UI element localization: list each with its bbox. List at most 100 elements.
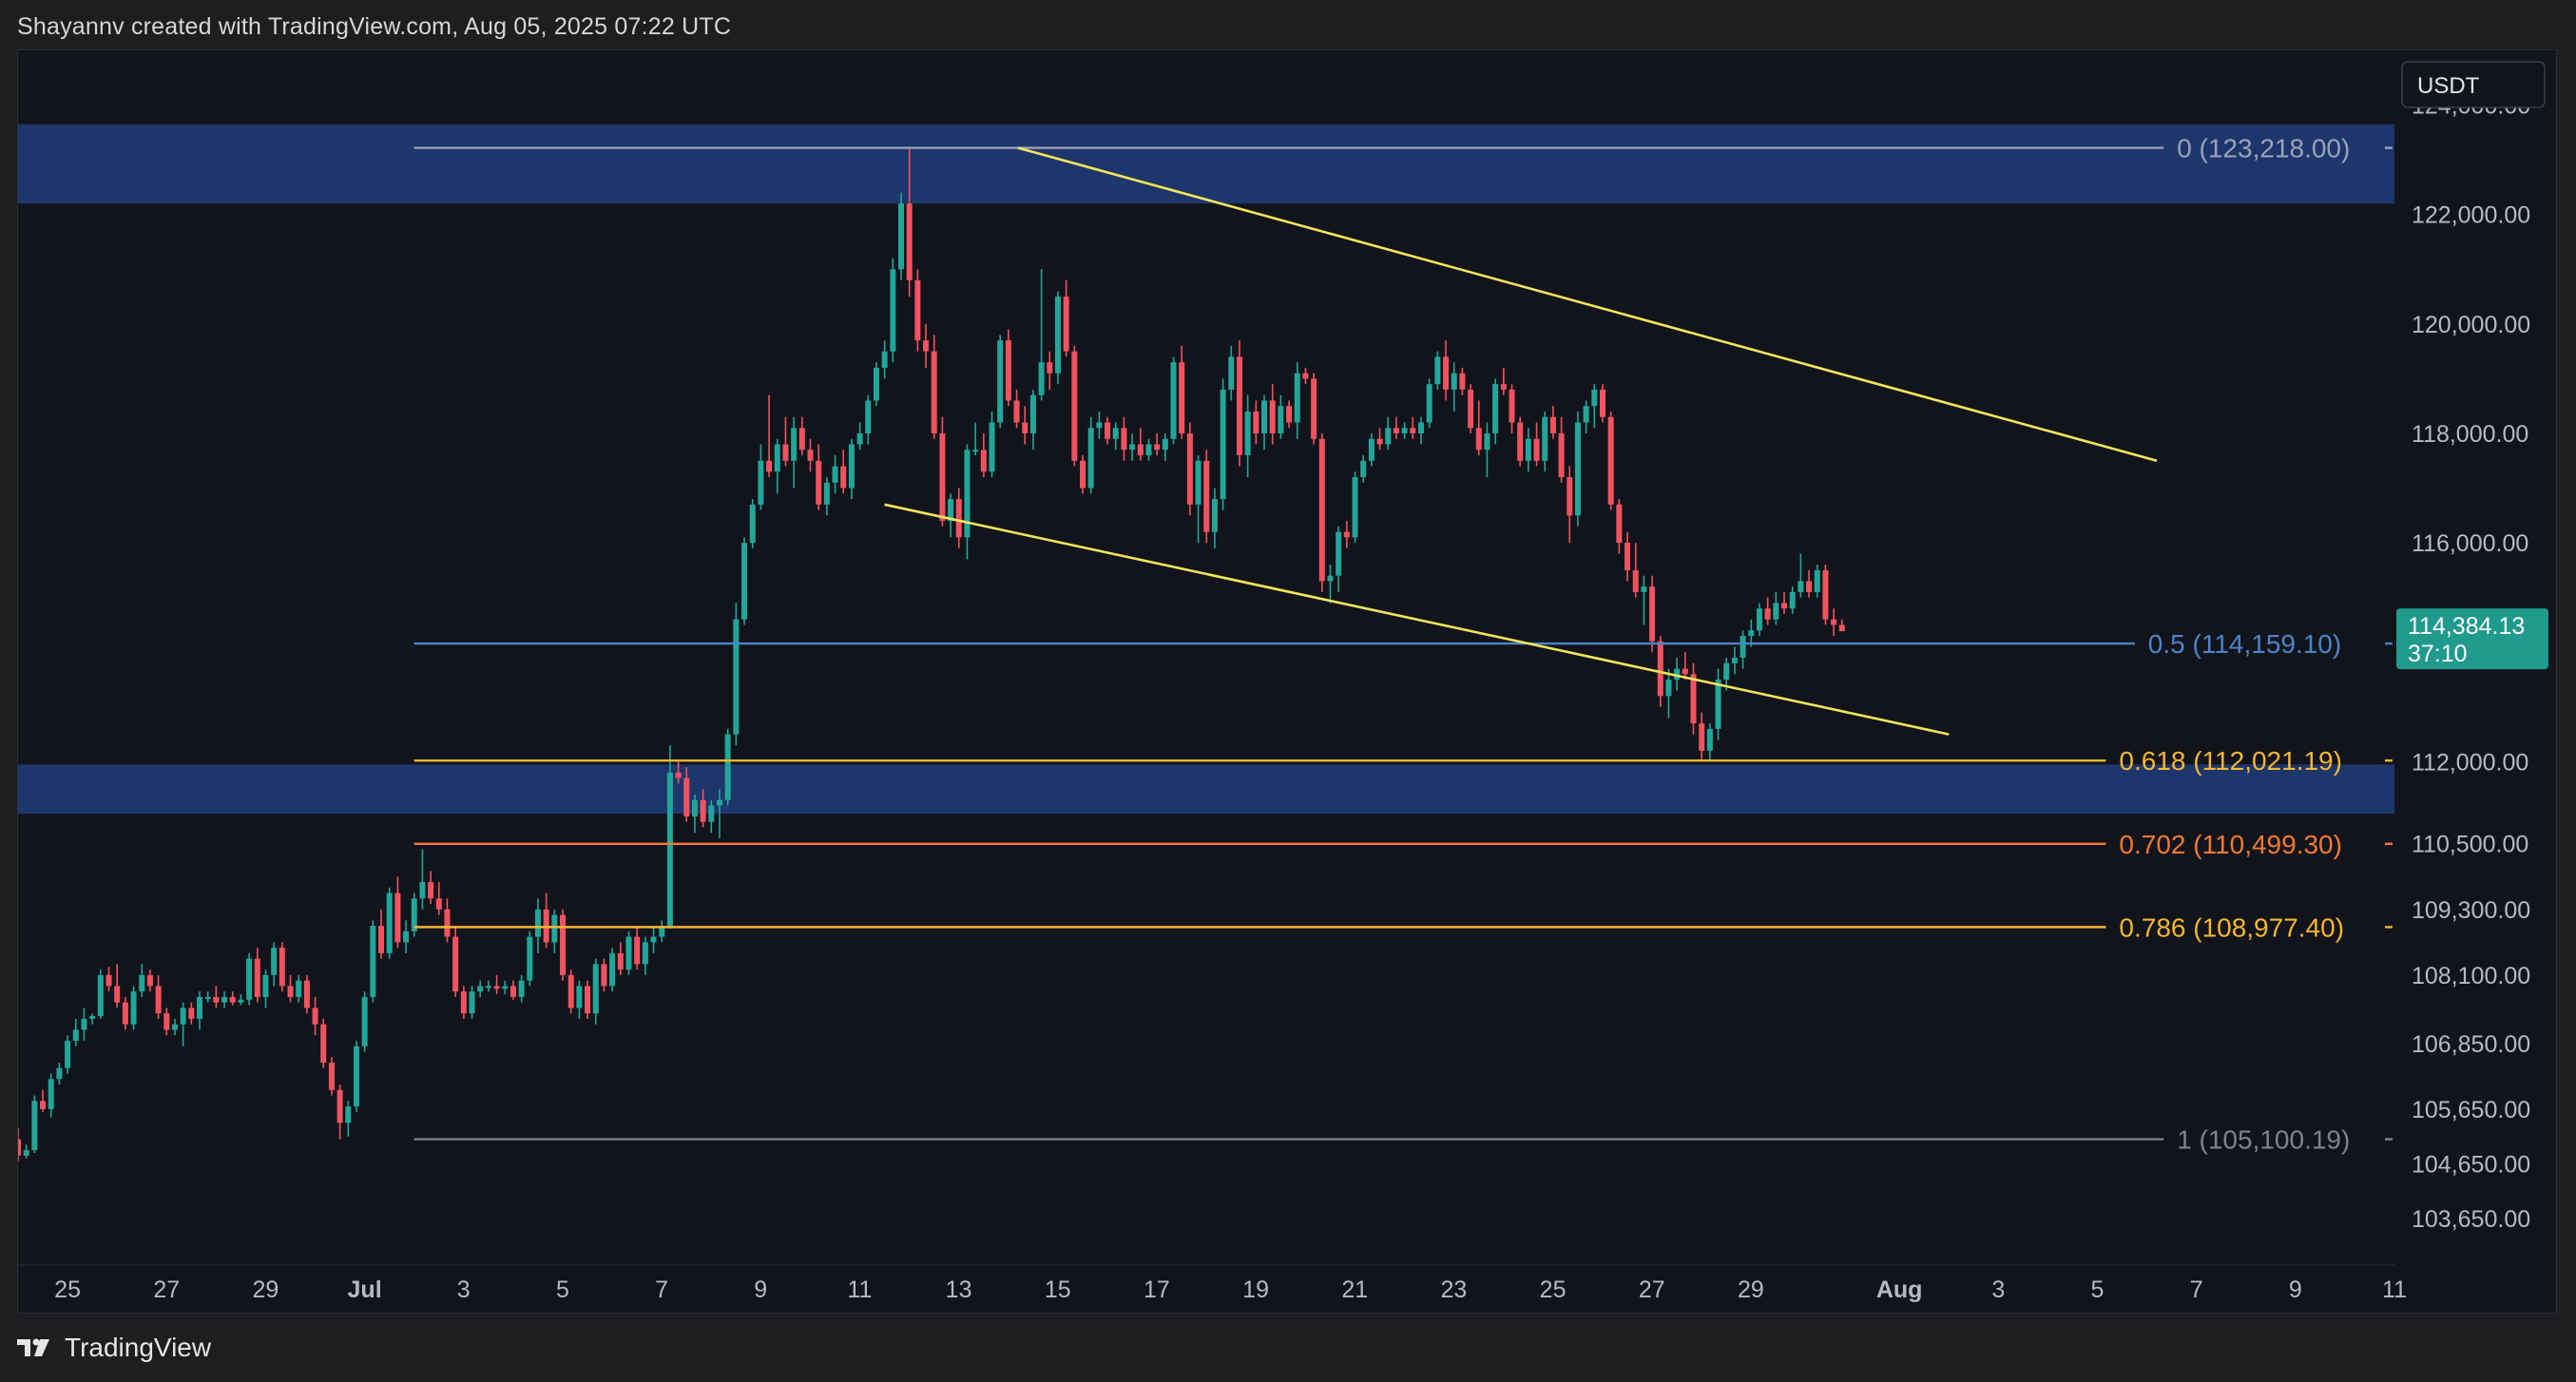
candle-body bbox=[518, 980, 525, 997]
candle-body bbox=[1764, 608, 1771, 620]
candle-body bbox=[1336, 531, 1342, 576]
candle-body bbox=[1360, 460, 1367, 478]
x-tick-label: 9 bbox=[754, 1276, 767, 1303]
candle-body bbox=[1154, 444, 1161, 451]
y-tick-label: 105,650.00 bbox=[2412, 1097, 2530, 1123]
candle-body bbox=[823, 482, 830, 505]
candle-body bbox=[1723, 662, 1730, 681]
candle-body bbox=[551, 914, 558, 943]
candle-body bbox=[708, 805, 715, 822]
candle-body bbox=[493, 986, 500, 989]
x-tick-label: 29 bbox=[1738, 1276, 1764, 1303]
fib-level-label: 1 (105,100.19) bbox=[2177, 1125, 2350, 1155]
candle-body bbox=[1013, 400, 1020, 423]
candle-body bbox=[832, 466, 838, 483]
candle-body bbox=[1600, 389, 1605, 417]
candle-body bbox=[560, 914, 567, 975]
candle-body bbox=[1781, 603, 1788, 609]
candle-body bbox=[1401, 428, 1408, 433]
current-price-value: 114,384.13 bbox=[2408, 613, 2525, 640]
candle-body bbox=[1459, 373, 1466, 390]
candle-body bbox=[509, 986, 516, 997]
candle-body bbox=[659, 926, 665, 937]
candle-body bbox=[1112, 428, 1119, 439]
candle-body bbox=[782, 444, 789, 461]
candle-body bbox=[1376, 438, 1383, 445]
candle-body bbox=[1682, 668, 1688, 675]
candle-body bbox=[585, 986, 591, 1014]
candle-body bbox=[766, 460, 773, 472]
candle-body bbox=[204, 996, 211, 999]
candle-body bbox=[1517, 422, 1524, 461]
candle-body bbox=[1549, 416, 1556, 433]
candle-body bbox=[1071, 351, 1078, 461]
y-tick-label: 116,000.00 bbox=[2412, 530, 2528, 557]
candle-body bbox=[419, 882, 426, 899]
y-tick-label: 122,000.00 bbox=[2412, 202, 2530, 229]
x-tick-label: 13 bbox=[946, 1276, 972, 1303]
x-tick-label: 15 bbox=[1045, 1276, 1071, 1303]
chart-panel[interactable]: 0 (123,218.00) 0.5 (114,159.10) 0.618 (112… bbox=[17, 49, 2557, 1314]
candle-body bbox=[972, 450, 979, 452]
candle-body bbox=[634, 936, 641, 965]
x-tick-label: 5 bbox=[556, 1276, 569, 1303]
candle-body bbox=[1261, 400, 1268, 433]
candle-body bbox=[221, 996, 228, 1003]
candle-body bbox=[1583, 406, 1589, 423]
y-tick-label: 118,000.00 bbox=[2412, 421, 2528, 448]
candle-body bbox=[691, 799, 698, 816]
x-tick-label: 7 bbox=[2190, 1276, 2203, 1303]
candle-body bbox=[1137, 444, 1144, 455]
candle-body bbox=[774, 444, 780, 472]
candle-body bbox=[246, 958, 253, 1000]
candle-body bbox=[502, 986, 509, 989]
footer-brand[interactable]: TradingView bbox=[65, 1333, 212, 1362]
price-chart[interactable]: 0 (123,218.00) 0.5 (114,159.10) 0.618 (112… bbox=[18, 50, 2556, 1313]
candle-body bbox=[171, 1024, 178, 1030]
currency-label: USDT bbox=[2417, 73, 2480, 99]
candle-body bbox=[1525, 438, 1531, 461]
candle-body bbox=[279, 948, 285, 987]
candle-body bbox=[1063, 297, 1069, 352]
candle-body bbox=[254, 958, 260, 997]
candle-body bbox=[700, 799, 706, 822]
candle-body bbox=[106, 974, 112, 987]
candle-body bbox=[1278, 406, 1284, 433]
candle-body bbox=[345, 1106, 352, 1123]
candle-body bbox=[923, 340, 930, 352]
candle-body bbox=[683, 777, 690, 816]
x-tick-label: 17 bbox=[1144, 1276, 1170, 1303]
candle-body bbox=[840, 466, 847, 489]
x-tick-label: 7 bbox=[655, 1276, 668, 1303]
candle-body bbox=[229, 996, 236, 1003]
candle-body bbox=[914, 279, 921, 341]
candle-body bbox=[1410, 428, 1416, 433]
candle-body bbox=[411, 898, 417, 931]
candle-body bbox=[1162, 438, 1168, 451]
candle-body bbox=[1311, 378, 1317, 439]
candle-body bbox=[1641, 586, 1647, 592]
candle-body bbox=[403, 931, 410, 943]
candle-body bbox=[1170, 362, 1177, 439]
candle-body bbox=[666, 772, 673, 927]
candle-body bbox=[1244, 411, 1251, 455]
candle-body bbox=[213, 996, 220, 1003]
candle-body bbox=[114, 986, 121, 1003]
y-tick-label: 112,000.00 bbox=[2412, 749, 2528, 776]
x-tick-label: 29 bbox=[253, 1276, 279, 1303]
candle-body bbox=[1740, 635, 1746, 658]
x-tick-label: 3 bbox=[1991, 1276, 2005, 1303]
candle-body bbox=[1327, 575, 1334, 582]
current-price-tag bbox=[2396, 608, 2548, 670]
candle-body bbox=[609, 952, 616, 987]
candle-body bbox=[955, 499, 962, 538]
candle-body bbox=[1822, 569, 1829, 620]
x-tick-label: 27 bbox=[153, 1276, 180, 1303]
tradingview-logo-icon[interactable] bbox=[17, 1336, 55, 1359]
candle-body bbox=[130, 991, 137, 1025]
candle-body bbox=[1029, 394, 1036, 433]
candle-body bbox=[1789, 591, 1796, 609]
channel-line-lower bbox=[884, 503, 1950, 736]
candle-body bbox=[469, 991, 475, 1014]
candle-body bbox=[81, 1018, 87, 1030]
